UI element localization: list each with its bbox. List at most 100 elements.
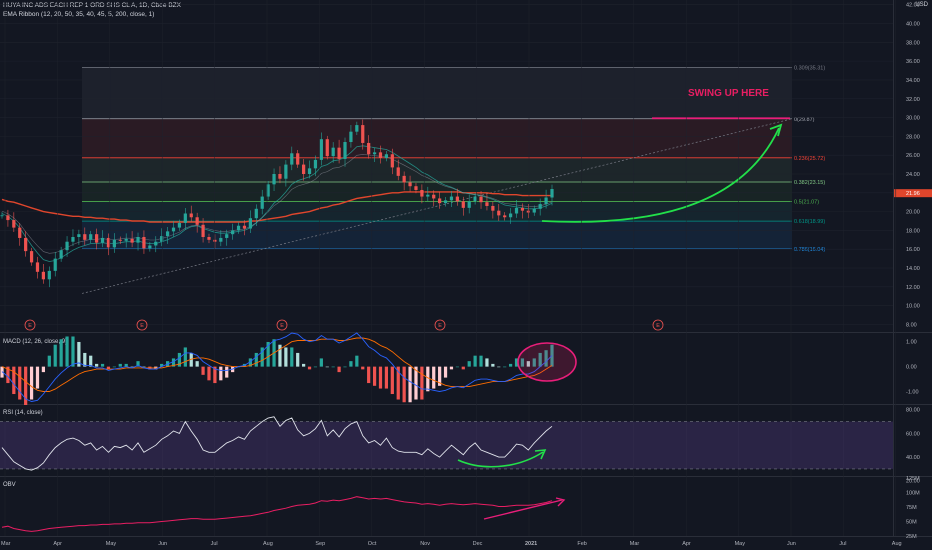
candle <box>443 200 448 204</box>
candle <box>384 154 389 159</box>
swing-arrow-head <box>769 123 783 137</box>
candle <box>432 194 436 199</box>
candle <box>284 164 288 179</box>
macd-histogram-bar <box>266 341 270 367</box>
candle <box>136 237 140 243</box>
candle <box>77 234 81 238</box>
macd-histogram-bar <box>544 350 548 367</box>
obv-tick: 100M <box>906 491 920 497</box>
macd-histogram-bar <box>278 344 282 367</box>
candle <box>319 139 323 160</box>
candle <box>325 139 329 157</box>
candle <box>485 202 489 206</box>
macd-histogram-bar <box>402 366 406 403</box>
macd-histogram-bar <box>372 366 377 386</box>
fib-zone <box>82 67 792 119</box>
macd-histogram-bar <box>384 366 389 389</box>
candle <box>313 159 318 169</box>
candle <box>266 184 270 197</box>
candle <box>201 224 205 238</box>
candle <box>112 239 116 248</box>
candle <box>426 194 430 197</box>
macd-tick: 1.00 <box>906 340 917 346</box>
candle <box>41 271 46 280</box>
macd-histogram-bar <box>325 366 329 368</box>
macd-histogram-bar <box>136 361 140 367</box>
macd-histogram-bar <box>461 366 465 370</box>
macd-histogram-bar <box>89 355 93 367</box>
macd-histogram-bar <box>189 352 193 367</box>
time-tick: Aug <box>263 541 273 547</box>
candle <box>361 125 365 143</box>
macd-histogram-bar <box>337 366 341 373</box>
candle <box>171 227 176 232</box>
macd-histogram-bar <box>420 366 424 400</box>
candle <box>213 239 217 242</box>
macd-histogram-bar <box>497 366 501 368</box>
candle <box>372 152 377 155</box>
candle <box>508 213 513 218</box>
time-tick: 2021 <box>525 541 537 547</box>
macd-histogram-bar <box>491 363 495 367</box>
price-tick: 10.00 <box>906 304 920 310</box>
macd-histogram-bar <box>396 366 400 400</box>
candle <box>29 251 34 263</box>
candle <box>514 207 519 214</box>
macd-title: MACD (12, 26, close, 9) <box>3 339 67 345</box>
candle <box>18 227 22 238</box>
candle <box>189 213 193 218</box>
candle <box>231 230 235 235</box>
macd-histogram-bar <box>331 366 335 368</box>
macd-histogram-bar <box>432 366 436 389</box>
last-price-value: 21.96 <box>906 191 920 197</box>
fib-label-0.786: 0.786(16.04) <box>794 247 825 253</box>
macd-histogram-bar <box>313 366 318 368</box>
candle <box>219 237 223 242</box>
time-tick: Feb <box>577 541 586 547</box>
price-tick: 14.00 <box>906 266 920 272</box>
candle <box>367 142 371 155</box>
macd-histogram-bar <box>18 366 22 400</box>
ema-ribbon-line <box>1 154 553 254</box>
fib-zone <box>82 118 792 158</box>
macd-highlight-circle <box>517 342 577 382</box>
macd-histogram-bar <box>355 355 359 367</box>
trend-line <box>81 118 793 294</box>
candle <box>473 196 477 202</box>
macd-histogram-bar <box>307 366 312 370</box>
macd-histogram-bar <box>29 366 34 400</box>
last-price-tag <box>894 189 932 198</box>
earnings-marker <box>276 319 288 331</box>
candle <box>83 234 87 240</box>
macd-tick: 0.00 <box>906 365 917 371</box>
candle <box>195 217 199 225</box>
macd-histogram-bar <box>514 358 519 367</box>
macd-histogram-bar <box>83 352 87 367</box>
obv-tick: 125M <box>906 476 920 482</box>
candle <box>154 241 158 246</box>
fib-zone <box>82 157 792 182</box>
macd-histogram-bar <box>219 366 223 381</box>
candle <box>100 237 105 243</box>
earnings-marker-label: E <box>280 323 284 329</box>
time-tick: Jul <box>211 541 218 547</box>
macd-histogram-bar <box>443 366 448 378</box>
indicator-label: EMA Ribbon (12, 20, 50, 35, 40, 45, 5, 2… <box>3 11 155 18</box>
candle <box>390 154 394 168</box>
rsi-tick: 40.00 <box>906 455 920 461</box>
macd-histogram-bar <box>53 344 57 367</box>
candle <box>337 147 341 159</box>
candle <box>467 201 471 208</box>
candle <box>479 196 483 203</box>
price-tick: 36.00 <box>906 59 920 65</box>
macd-histogram-bar <box>171 358 176 367</box>
macd-histogram-bar <box>195 361 199 367</box>
time-tick: Aug <box>892 541 902 547</box>
candle <box>165 231 170 237</box>
candle <box>106 237 111 248</box>
macd-histogram-bar <box>284 347 288 367</box>
candle <box>248 218 252 229</box>
price-tick: 24.00 <box>906 172 920 178</box>
macd-histogram-bar <box>485 358 489 367</box>
